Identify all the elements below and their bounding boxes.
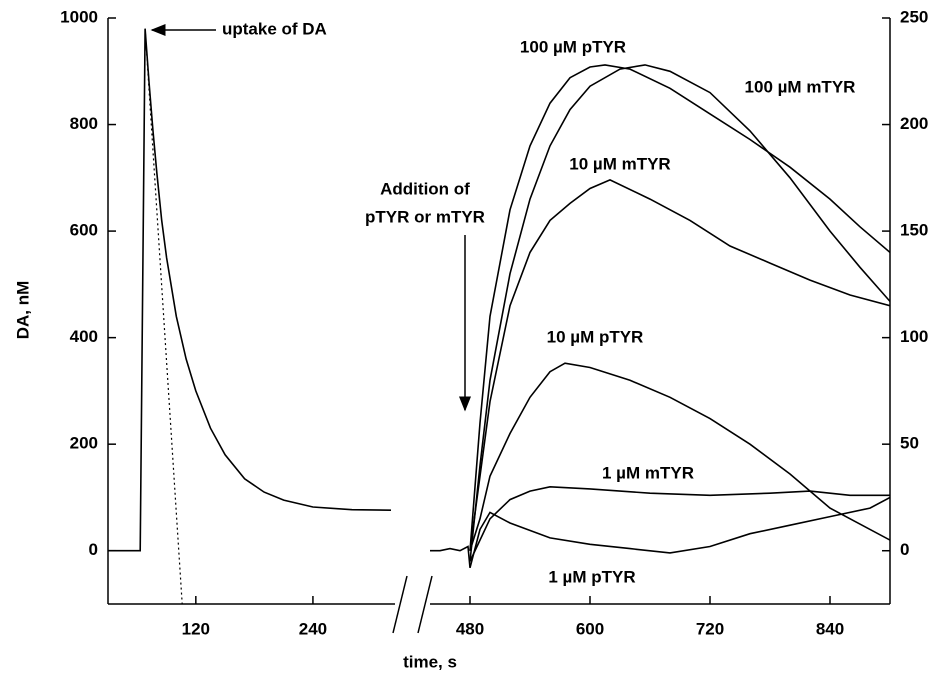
y2-tick-label: 100 bbox=[900, 327, 928, 346]
series-label: 100 µM pTYR bbox=[520, 37, 626, 56]
series-label: 10 µM pTYR bbox=[547, 327, 644, 346]
series-label: 1 µM pTYR bbox=[548, 567, 635, 586]
x-tick-label: 240 bbox=[299, 619, 327, 638]
annotation: pTYR or mTYR bbox=[365, 207, 485, 226]
x-axis-label: time, s bbox=[403, 652, 457, 671]
y-tick-label: 400 bbox=[70, 327, 98, 346]
axis-break bbox=[392, 575, 408, 634]
y2-tick-label: 50 bbox=[900, 434, 919, 453]
axis-break bbox=[417, 575, 433, 634]
y-tick-label: 200 bbox=[70, 434, 98, 453]
series-label: 1 µM mTYR bbox=[602, 463, 694, 482]
y-axis-label: DA, nM bbox=[13, 281, 32, 340]
series-label: 100 µM mTYR bbox=[745, 77, 856, 96]
y-tick-label: 600 bbox=[70, 221, 98, 240]
data-line bbox=[469, 496, 891, 569]
data-line bbox=[430, 545, 471, 568]
data-line bbox=[469, 362, 891, 551]
annotation: Addition of bbox=[380, 179, 470, 198]
x-tick-label: 600 bbox=[576, 619, 604, 638]
x-tick-label: 480 bbox=[456, 619, 484, 638]
annotation: uptake of DA bbox=[222, 19, 327, 38]
y-tick-label: 0 bbox=[89, 540, 98, 559]
data-line bbox=[469, 179, 891, 551]
y2-tick-label: 0 bbox=[900, 540, 909, 559]
x-tick-label: 120 bbox=[182, 619, 210, 638]
y-tick-label: 800 bbox=[70, 114, 98, 133]
x-tick-label: 720 bbox=[696, 619, 724, 638]
y-tick-label: 1000 bbox=[60, 7, 98, 26]
x-tick-label: 840 bbox=[816, 619, 844, 638]
data-line bbox=[108, 28, 392, 552]
y2-tick-label: 150 bbox=[900, 221, 928, 240]
data-line bbox=[469, 64, 891, 562]
data-line bbox=[469, 485, 890, 562]
data-line bbox=[469, 64, 891, 551]
series-label: 10 µM mTYR bbox=[569, 154, 670, 173]
y2-tick-label: 200 bbox=[900, 114, 928, 133]
y2-tick-label: 250 bbox=[900, 7, 928, 26]
data-line bbox=[144, 28, 183, 605]
